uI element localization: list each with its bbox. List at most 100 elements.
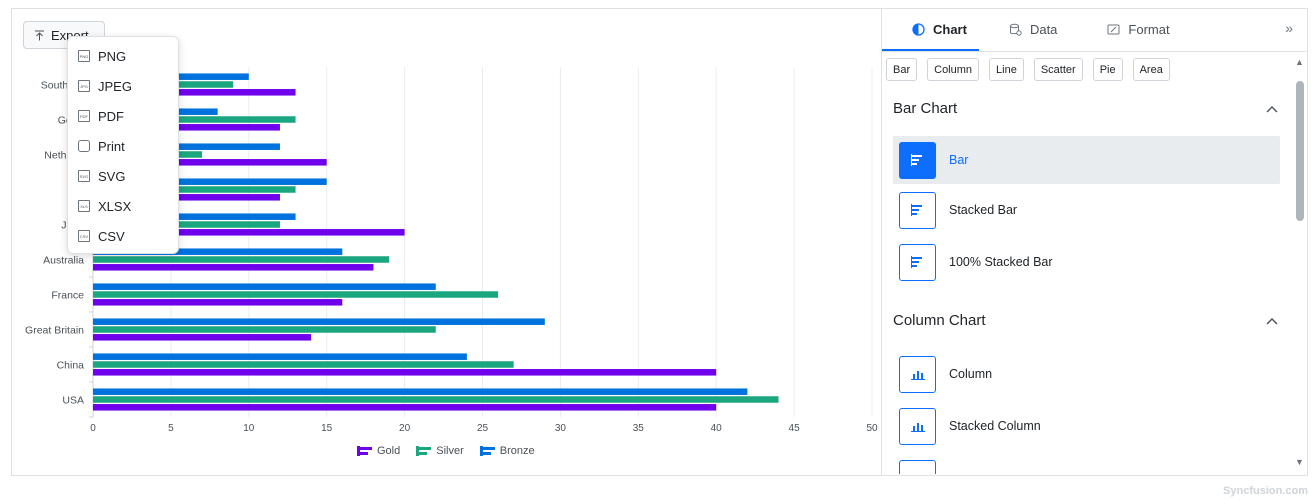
chart-type-column-button[interactable]: Column: [927, 58, 980, 81]
export-menu-item-label: PNG: [98, 48, 127, 64]
chevrons-right-icon[interactable]: »: [1285, 20, 1293, 36]
bar-gold: [93, 194, 280, 201]
category-label: USA: [62, 395, 84, 407]
data-icon: [1009, 23, 1022, 36]
legend-item[interactable]: Bronze: [479, 445, 535, 457]
tab-data-label: Data: [1029, 21, 1058, 37]
bar-bronze: [93, 143, 280, 150]
bar-silver: [93, 326, 436, 333]
export-menu-item-label: PDF: [98, 108, 124, 124]
bar-chart-icon: [899, 243, 936, 281]
chart-option-label: Column: [949, 367, 993, 381]
chart-type-filter: Bar Column Line Scatter Pie Area: [882, 52, 1307, 82]
bar-bronze: [93, 213, 296, 220]
upload-icon: [35, 30, 44, 40]
export-menu-item[interactable]: XLS XLSX: [68, 191, 178, 221]
x-tick-label: 50: [866, 423, 878, 434]
chart-area: 0 5 10 15 20 25 30 35 40 45 50 USA China Great Britai…: [12, 9, 881, 475]
chevron-up-icon[interactable]: [1266, 100, 1278, 117]
chart-option-label: 100% Stacked Bar: [949, 255, 1053, 269]
bar-silver: [93, 186, 296, 193]
scrollbar-thumb[interactable]: [1296, 81, 1304, 221]
xlsx-file-icon: XLS: [78, 200, 90, 212]
export-menu-item[interactable]: PNG PNG: [68, 41, 178, 71]
chart-option[interactable]: 100% Stacked Bar: [882, 236, 1294, 288]
scroll-up-icon[interactable]: ▲: [1295, 57, 1304, 67]
bar-gold: [93, 264, 374, 271]
x-tick-label: 10: [243, 423, 255, 434]
chart-option-label: Bar: [949, 153, 969, 167]
export-menu-item[interactable]: JPG JPEG: [68, 71, 178, 101]
x-tick-label: 40: [711, 423, 723, 434]
legend-bar-icon: [357, 446, 372, 456]
chart-type-area-button[interactable]: Area: [1132, 58, 1170, 81]
svg-file-icon: SVG: [78, 170, 90, 182]
chart-settings-panel: Chart Data Format » Bar Column Line Scatter…: [881, 9, 1307, 475]
chart-type-bar-button[interactable]: Bar: [886, 58, 918, 81]
column-chart-icon: [899, 407, 936, 445]
section-title: Column Chart: [893, 311, 986, 329]
legend-label: Silver: [436, 445, 464, 457]
chart-type-pie-button[interactable]: Pie: [1092, 58, 1123, 81]
x-tick-label: 0: [90, 423, 96, 434]
csv-file-icon: CSV: [78, 230, 90, 242]
bar-bronze: [93, 283, 436, 290]
tab-chart-label: Chart: [933, 21, 967, 37]
chart-pie-icon: [912, 22, 925, 36]
print-icon: [78, 140, 90, 152]
bar-silver: [93, 221, 280, 228]
export-menu-item-label: JPEG: [98, 78, 132, 94]
export-menu: PNG PNG JPG JPEG PDF PDF Print SVG SVG XLS XLSX CSV…: [67, 36, 179, 254]
bar-bronze: [93, 178, 327, 185]
section-title: Bar Chart: [893, 99, 958, 117]
legend-item[interactable]: Gold: [357, 445, 400, 457]
chart-type-scatter-button[interactable]: Scatter: [1033, 58, 1083, 81]
category-label: Australia: [43, 255, 84, 267]
chart-option[interactable]: Column: [882, 348, 1294, 400]
section-header[interactable]: Column Chart: [882, 300, 1294, 340]
tab-data[interactable]: Data: [979, 9, 1077, 49]
x-tick-label: 20: [399, 423, 411, 434]
export-menu-item-label: SVG: [98, 168, 126, 184]
chart-option-partial[interactable]: [882, 452, 1294, 474]
chart-option[interactable]: Bar: [893, 136, 1280, 184]
tab-format-label: Format: [1128, 21, 1170, 37]
bar-bronze: [93, 248, 343, 255]
export-menu-item[interactable]: Print: [68, 131, 178, 161]
export-menu-item-label: XLSX: [98, 198, 132, 214]
chart-type-line-button[interactable]: Line: [989, 58, 1024, 81]
panel-scrollbar[interactable]: ▲ ▼: [1293, 55, 1307, 475]
bar-gold: [93, 334, 312, 341]
chevron-up-icon[interactable]: [1266, 312, 1278, 329]
bar-gold: [93, 299, 343, 306]
export-menu-item[interactable]: CSV CSV: [68, 221, 178, 251]
bar-gold: [93, 404, 717, 411]
export-menu-item[interactable]: PDF PDF: [68, 101, 178, 131]
tab-chart[interactable]: Chart: [882, 9, 979, 51]
legend-item[interactable]: Silver: [416, 445, 464, 457]
chart-option[interactable]: Stacked Bar: [882, 184, 1294, 236]
chart-option[interactable]: Stacked Column: [882, 400, 1294, 452]
category-label: France: [51, 290, 84, 302]
export-menu-item-label: Print: [98, 138, 125, 154]
section-header[interactable]: Bar Chart: [882, 88, 1294, 128]
legend-label: Bronze: [499, 445, 535, 457]
x-tick-label: 5: [168, 423, 174, 434]
bar-silver: [93, 116, 296, 123]
tab-format[interactable]: Format: [1077, 9, 1189, 49]
export-menu-item-label: CSV: [98, 228, 125, 244]
format-icon: [1107, 24, 1120, 34]
x-tick-label: 25: [477, 423, 489, 434]
x-tick-label: 35: [633, 423, 645, 434]
legend-bar-icon: [416, 446, 432, 456]
scroll-down-icon[interactable]: ▼: [1295, 457, 1304, 467]
category-label: Great Britain: [25, 325, 84, 337]
panel-tabs: Chart Data Format »: [882, 9, 1307, 52]
bar-gold: [93, 89, 296, 96]
bar-silver: [93, 256, 390, 263]
export-menu-item[interactable]: SVG SVG: [68, 161, 178, 191]
bar-chart-icon: [899, 191, 936, 229]
jpeg-file-icon: JPG: [78, 80, 90, 92]
bar-gold: [93, 159, 327, 166]
bar-bronze: [93, 388, 748, 395]
